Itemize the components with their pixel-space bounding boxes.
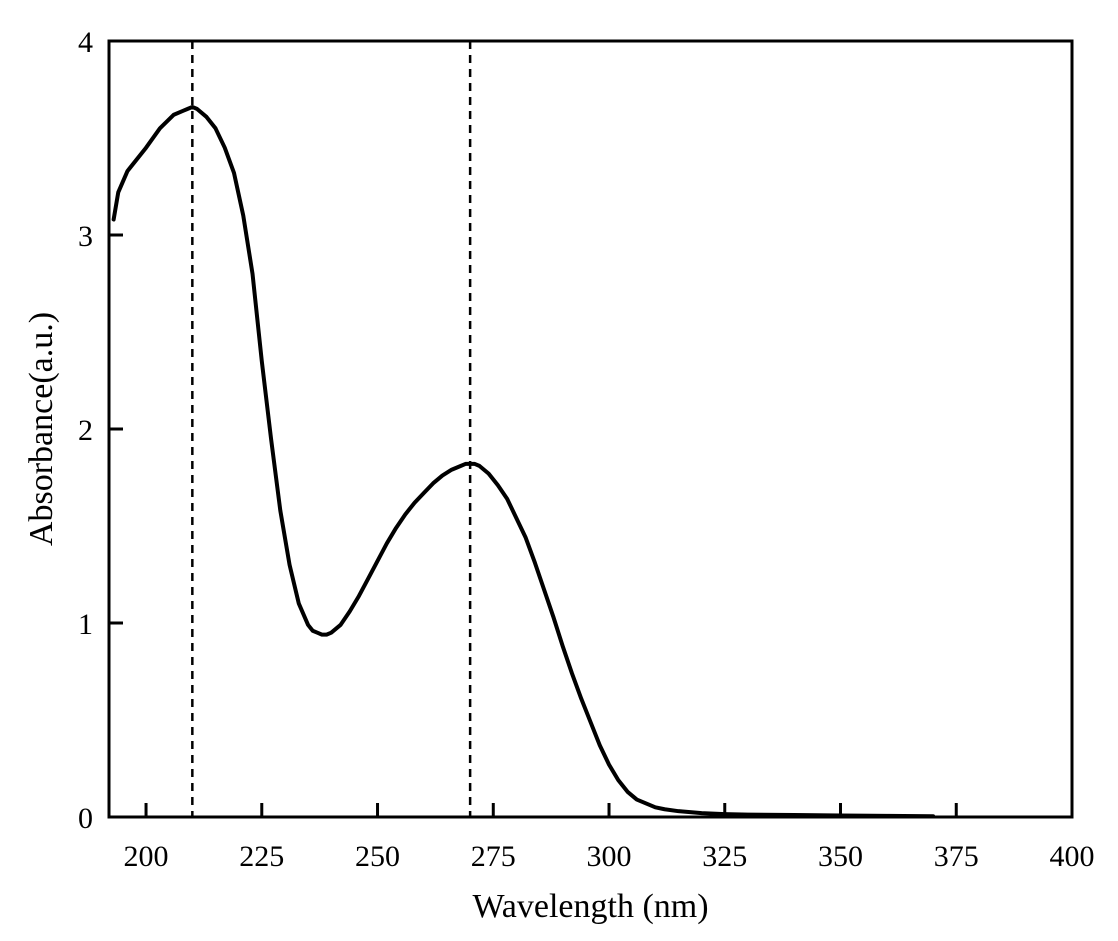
x-tick-label: 375 (934, 840, 979, 873)
y-tick-label: 0 (78, 802, 93, 835)
y-tick-label: 1 (78, 608, 93, 641)
x-tick-label: 225 (239, 840, 284, 873)
y-axis-ticks: 0 1 2 3 4 (78, 26, 123, 835)
plot-frame (107, 39, 1074, 819)
x-tick-label: 325 (702, 840, 747, 873)
reference-lines (191, 41, 472, 817)
x-tick-label: 300 (587, 840, 632, 873)
y-tick-label: 2 (78, 414, 93, 447)
x-axis-ticks: 200 225 250 275 300 325 350 375 400 (124, 803, 1095, 873)
y-tick-label: 4 (78, 26, 93, 59)
x-tick-label: 200 (124, 840, 169, 873)
x-tick-label: 350 (818, 840, 863, 873)
absorbance-series-line (111, 104, 936, 819)
x-tick-label: 250 (355, 840, 400, 873)
x-tick-label: 275 (471, 840, 516, 873)
y-tick-label: 3 (78, 220, 93, 253)
x-axis-label: Wavelength (nm) (472, 888, 708, 925)
x-tick-label: 400 (1050, 840, 1095, 873)
y-axis-label: Absorbance(a.u.) (23, 312, 60, 546)
